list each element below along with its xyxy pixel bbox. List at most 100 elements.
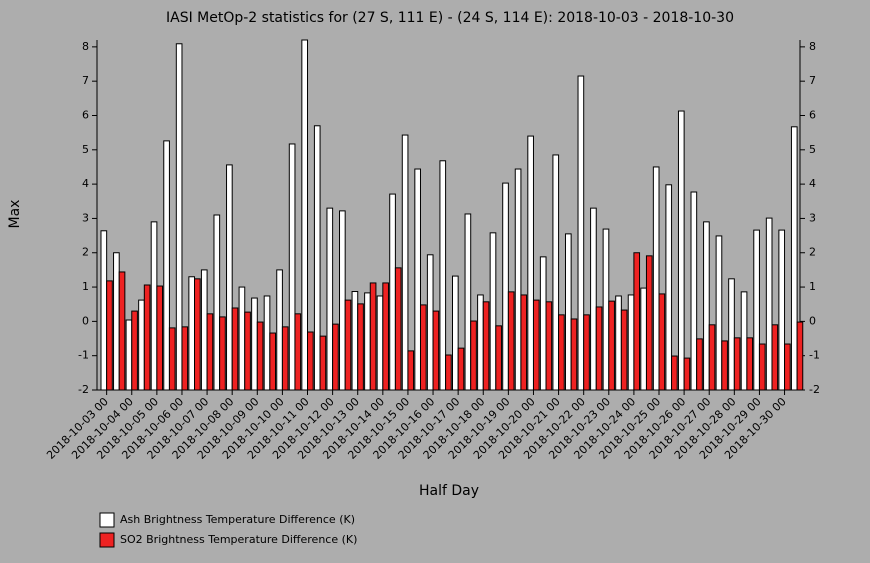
bar <box>457 347 465 391</box>
bar <box>671 355 678 391</box>
bar <box>181 326 189 391</box>
bar <box>683 357 691 391</box>
bar <box>188 276 196 391</box>
bar <box>452 275 459 391</box>
bar <box>633 252 641 391</box>
bar <box>301 39 309 391</box>
y-tick-label: 4 <box>82 177 89 190</box>
y-tick-label: 3 <box>82 211 89 224</box>
bar <box>213 214 221 391</box>
bar <box>753 229 760 391</box>
bar <box>269 332 276 391</box>
bar <box>389 193 396 391</box>
y2-tick-label: 2 <box>809 246 816 259</box>
bar <box>677 110 685 391</box>
y2-tick-label: 1 <box>809 280 816 293</box>
bar <box>332 323 339 391</box>
bar <box>113 252 120 391</box>
bar <box>125 319 133 391</box>
bar <box>620 309 628 391</box>
bar <box>226 164 233 391</box>
y-tick-label: 8 <box>82 40 89 53</box>
bar <box>326 207 334 391</box>
bar <box>307 331 314 391</box>
bar <box>100 230 108 391</box>
bar <box>143 284 151 391</box>
bar <box>477 294 484 391</box>
bar <box>281 326 289 391</box>
y-tick-label: 1 <box>82 280 89 293</box>
bar <box>733 337 741 391</box>
bar <box>194 278 201 391</box>
bar <box>238 286 246 391</box>
bar <box>608 300 615 391</box>
bar <box>746 337 754 391</box>
y-tick-label: -2 <box>78 383 89 396</box>
bar <box>131 310 138 391</box>
bar <box>652 166 660 391</box>
bar <box>263 295 271 391</box>
bar <box>251 297 258 391</box>
y-tick-label: -1 <box>78 349 89 362</box>
bar <box>156 285 164 391</box>
bar <box>545 301 553 391</box>
bar <box>175 43 183 391</box>
bar <box>219 316 226 391</box>
y2-tick-label: 4 <box>809 177 816 190</box>
bar <box>765 217 773 391</box>
bar <box>231 307 239 391</box>
bar <box>464 213 472 391</box>
bar <box>665 184 673 391</box>
bar <box>778 229 786 391</box>
legend-label: SO2 Brightness Temperature Difference (K… <box>120 533 357 546</box>
bar <box>319 335 327 391</box>
bar <box>470 320 477 391</box>
bar <box>288 143 296 391</box>
y-tick-label: 6 <box>82 108 89 121</box>
bar <box>344 299 352 391</box>
bar <box>357 303 364 391</box>
bar <box>138 299 145 391</box>
bar <box>715 235 723 391</box>
y2-tick-label: 0 <box>809 314 816 327</box>
bar <box>163 140 170 391</box>
bar <box>539 256 547 391</box>
chart-title: IASI MetOp-2 statistics for (27 S, 111 E… <box>166 10 734 26</box>
y-tick-label: 2 <box>82 246 89 259</box>
bar <box>640 287 647 391</box>
bar <box>414 168 421 391</box>
bar <box>645 255 653 391</box>
bar <box>627 294 635 391</box>
bar <box>313 125 321 391</box>
legend-swatch <box>99 512 115 528</box>
bar <box>495 325 502 391</box>
bar <box>364 292 371 391</box>
bar <box>482 301 490 391</box>
bar <box>439 160 447 391</box>
bar <box>256 321 264 391</box>
bar <box>382 282 389 391</box>
legend-label: Ash Brightness Temperature Difference (K… <box>120 513 355 526</box>
bar <box>276 269 283 391</box>
bar <box>520 294 528 391</box>
bar <box>168 327 176 391</box>
bar <box>514 168 522 391</box>
bar <box>558 314 565 391</box>
bar <box>502 182 509 391</box>
bar <box>419 304 427 391</box>
bar <box>507 291 515 391</box>
legend-swatch <box>99 532 115 548</box>
bar <box>244 311 251 391</box>
bar <box>728 278 735 391</box>
bar <box>489 232 497 391</box>
bar <box>445 354 452 391</box>
x-axis-label: Half Day <box>419 483 479 499</box>
bar <box>426 254 434 391</box>
bar <box>721 340 728 391</box>
y2-tick-label: -2 <box>809 383 820 396</box>
y-tick-label: 5 <box>82 143 89 156</box>
bar <box>658 293 666 391</box>
bar <box>602 228 610 391</box>
